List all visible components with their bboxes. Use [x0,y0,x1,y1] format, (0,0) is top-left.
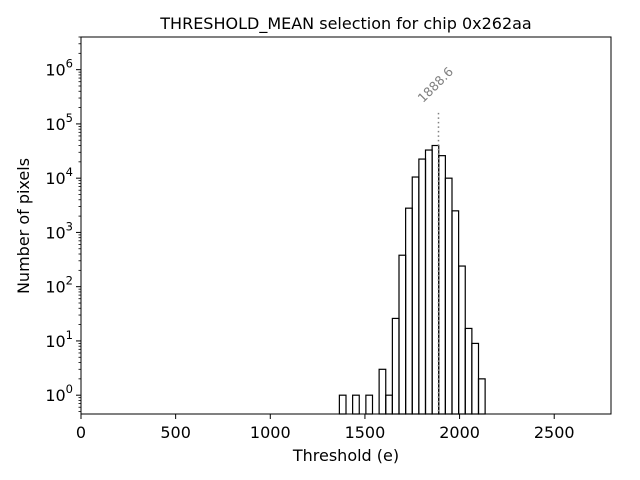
histogram-bar [471,342,480,415]
y-axis: 100 101 102 103 104 105 106 [45,36,81,412]
x-tick-label: 500 [160,423,191,442]
chart-title: THRESHOLD_MEAN selection for chip 0x262a… [159,14,531,34]
mean-threshold-label: 1888.6 [415,64,457,106]
histogram-bar [464,327,473,415]
histogram-bar [365,394,374,415]
y-tick-label: 105 [45,111,73,134]
histogram-bar [378,368,387,415]
y-tick-label: 104 [45,165,73,188]
x-tick-label: 2500 [534,423,575,442]
histogram-bar [444,177,453,415]
histogram-bar [352,394,360,415]
histogram-bar [398,254,407,415]
histogram-bar [411,176,420,415]
x-tick-label: 0 [76,423,86,442]
histogram-bars [338,144,486,415]
y-tick-label: 101 [45,328,73,351]
histogram-bar [338,394,347,415]
histogram-bar [458,265,466,415]
y-tick-label: 102 [45,274,73,297]
plot-frame [80,36,612,415]
y-tick-label: 106 [45,57,73,80]
x-tick-label: 1500 [345,423,386,442]
annotations: 1888.6 [415,64,457,414]
histogram-bar [418,158,427,415]
x-tick-label: 1000 [250,423,291,442]
histogram-bar [477,378,486,415]
histogram-bar [424,149,433,415]
histogram-bar [385,394,393,415]
y-tick-label: 100 [45,382,73,405]
histogram-bar [405,207,413,415]
histogram-bar [451,210,460,415]
x-axis: 0 500 1000 1500 2000 2500 [76,414,575,442]
x-axis-label: Threshold (e) [292,446,399,465]
y-axis-label: Number of pixels [14,158,33,294]
histogram-bar [438,155,446,415]
x-tick-label: 2000 [439,423,480,442]
histogram-bar [391,317,400,415]
axes [80,36,612,415]
y-tick-label: 103 [45,219,73,242]
